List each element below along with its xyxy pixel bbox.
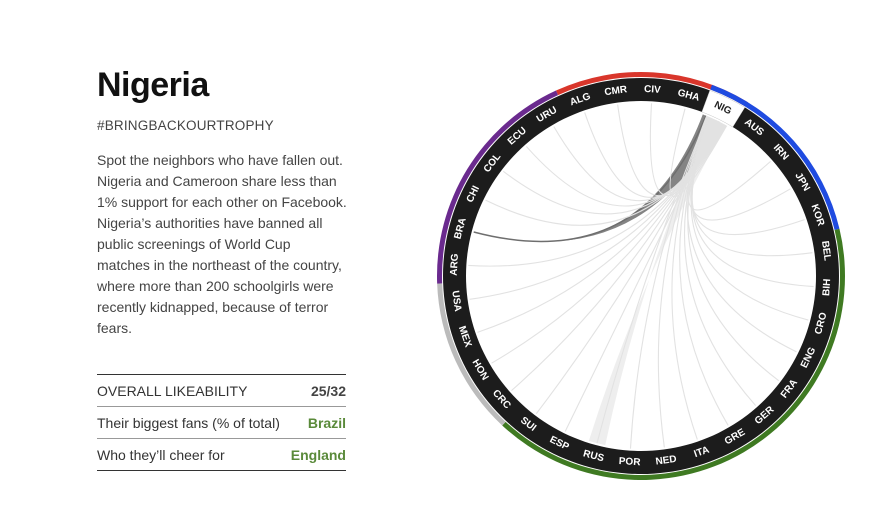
stat-value[interactable]: England (290, 446, 346, 463)
chord-ribbon-rus[interactable] (588, 117, 726, 446)
chord-por[interactable] (629, 116, 709, 449)
stat-label: OVERALL LIKEABILITY (97, 382, 248, 399)
stat-row-biggest-fans: Their biggest fans (% of total) Brazil (97, 407, 346, 439)
team-label-bra[interactable]: BRA (453, 217, 469, 241)
team-info-panel: Nigeria #BRINGBACKOURTROPHY Spot the nei… (97, 64, 347, 339)
team-label-civ[interactable]: CIV (644, 84, 662, 96)
team-label-bel[interactable]: BEL (819, 240, 833, 261)
stat-label: Who they’ll cheer for (97, 446, 225, 463)
stat-value[interactable]: Brazil (307, 414, 346, 431)
team-label-arg[interactable]: ARG (449, 253, 461, 276)
team-label-ita[interactable]: ITA (693, 445, 711, 460)
stats-table: OVERALL LIKEABILITY 25/32 Their biggest … (97, 374, 346, 471)
stat-label: Their biggest fans (% of total) (97, 414, 280, 431)
team-title: Nigeria (97, 66, 209, 104)
team-label-cmr[interactable]: CMR (604, 84, 629, 98)
chord-ned[interactable] (657, 116, 710, 448)
team-hashtag: #BRINGBACKOURTROPHY (97, 118, 274, 133)
stat-value: 25/32 (310, 382, 346, 399)
selected-team-segment[interactable] (701, 90, 746, 128)
team-label-ned[interactable]: NED (655, 454, 677, 468)
stat-row-likeability: OVERALL LIKEABILITY 25/32 (97, 374, 346, 407)
team-label-gha[interactable]: GHA (676, 87, 700, 103)
team-label-rus[interactable]: RUS (582, 448, 606, 464)
stat-row-cheer-for: Who they’ll cheer for England (97, 439, 346, 471)
team-label-bih[interactable]: BIH (821, 278, 833, 296)
group-arc (436, 90, 559, 284)
chord-lines (468, 103, 814, 449)
team-description: Spot the neighbors who have fallen out. … (97, 152, 347, 336)
team-label-usa[interactable]: USA (449, 290, 463, 312)
team-label-por[interactable]: POR (618, 456, 641, 468)
